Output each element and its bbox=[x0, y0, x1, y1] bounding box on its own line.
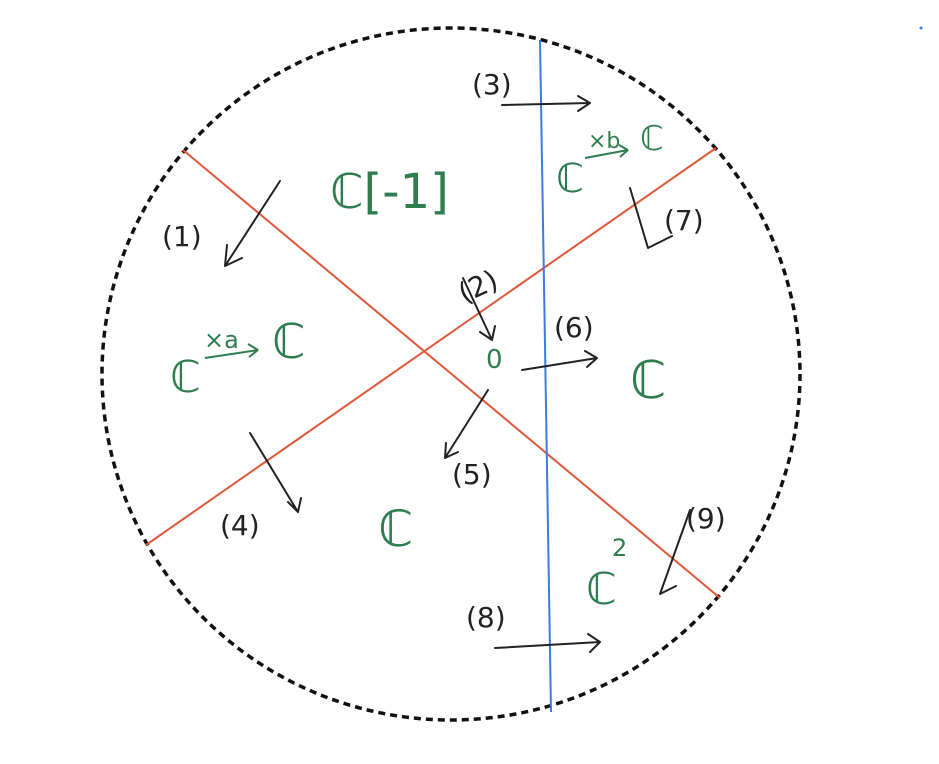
boundary-circle bbox=[100, 26, 802, 722]
arrow-9 bbox=[659, 509, 691, 595]
label-5: (5) bbox=[452, 458, 492, 491]
region-top-right-target: ℂ bbox=[640, 119, 664, 159]
label-1: (1) bbox=[162, 220, 202, 253]
arrow-1 bbox=[224, 180, 281, 267]
region-top-label: ℂ[-1] bbox=[330, 164, 449, 220]
origin-label: 0 bbox=[486, 345, 503, 375]
arrow-3 bbox=[501, 95, 591, 112]
region-bottom-right-base: ℂ bbox=[586, 564, 617, 615]
region-top-right-base: ℂ bbox=[556, 156, 584, 202]
arrow-2 bbox=[462, 277, 496, 341]
red-line-ascending bbox=[145, 147, 717, 546]
arrow-8 bbox=[494, 633, 601, 653]
region-top-right-map-arrowhead bbox=[618, 144, 629, 158]
label-9: (9) bbox=[686, 502, 726, 535]
region-top-right-arrow-label: ×b bbox=[588, 129, 620, 154]
arrow-7 bbox=[629, 187, 673, 249]
region-left-map-arrowhead bbox=[247, 343, 259, 358]
arrow-4 bbox=[249, 432, 302, 513]
region-left-target: ℂ bbox=[272, 314, 306, 370]
region-top-right-map-arrow bbox=[584, 149, 629, 159]
red-line-descending bbox=[182, 149, 721, 599]
arrow-5 bbox=[444, 389, 489, 459]
label-8: (8) bbox=[466, 601, 506, 634]
label-2: (2) bbox=[453, 263, 503, 310]
region-bottom-right-exponent: 2 bbox=[612, 534, 627, 562]
region-left-arrow-label: ×a bbox=[204, 326, 239, 354]
region-left-map-arrow bbox=[204, 349, 259, 359]
label-7: (7) bbox=[664, 204, 704, 237]
label-3: (3) bbox=[472, 68, 512, 101]
region-right-label: ℂ bbox=[630, 351, 666, 411]
region-bottom-label: ℂ bbox=[378, 500, 413, 558]
label-4: (4) bbox=[220, 509, 260, 542]
label-6: (6) bbox=[554, 311, 594, 344]
region-left-base: ℂ bbox=[170, 352, 201, 403]
stray-dot bbox=[919, 26, 923, 30]
arrow-6 bbox=[521, 350, 598, 371]
blue-line bbox=[539, 39, 552, 713]
